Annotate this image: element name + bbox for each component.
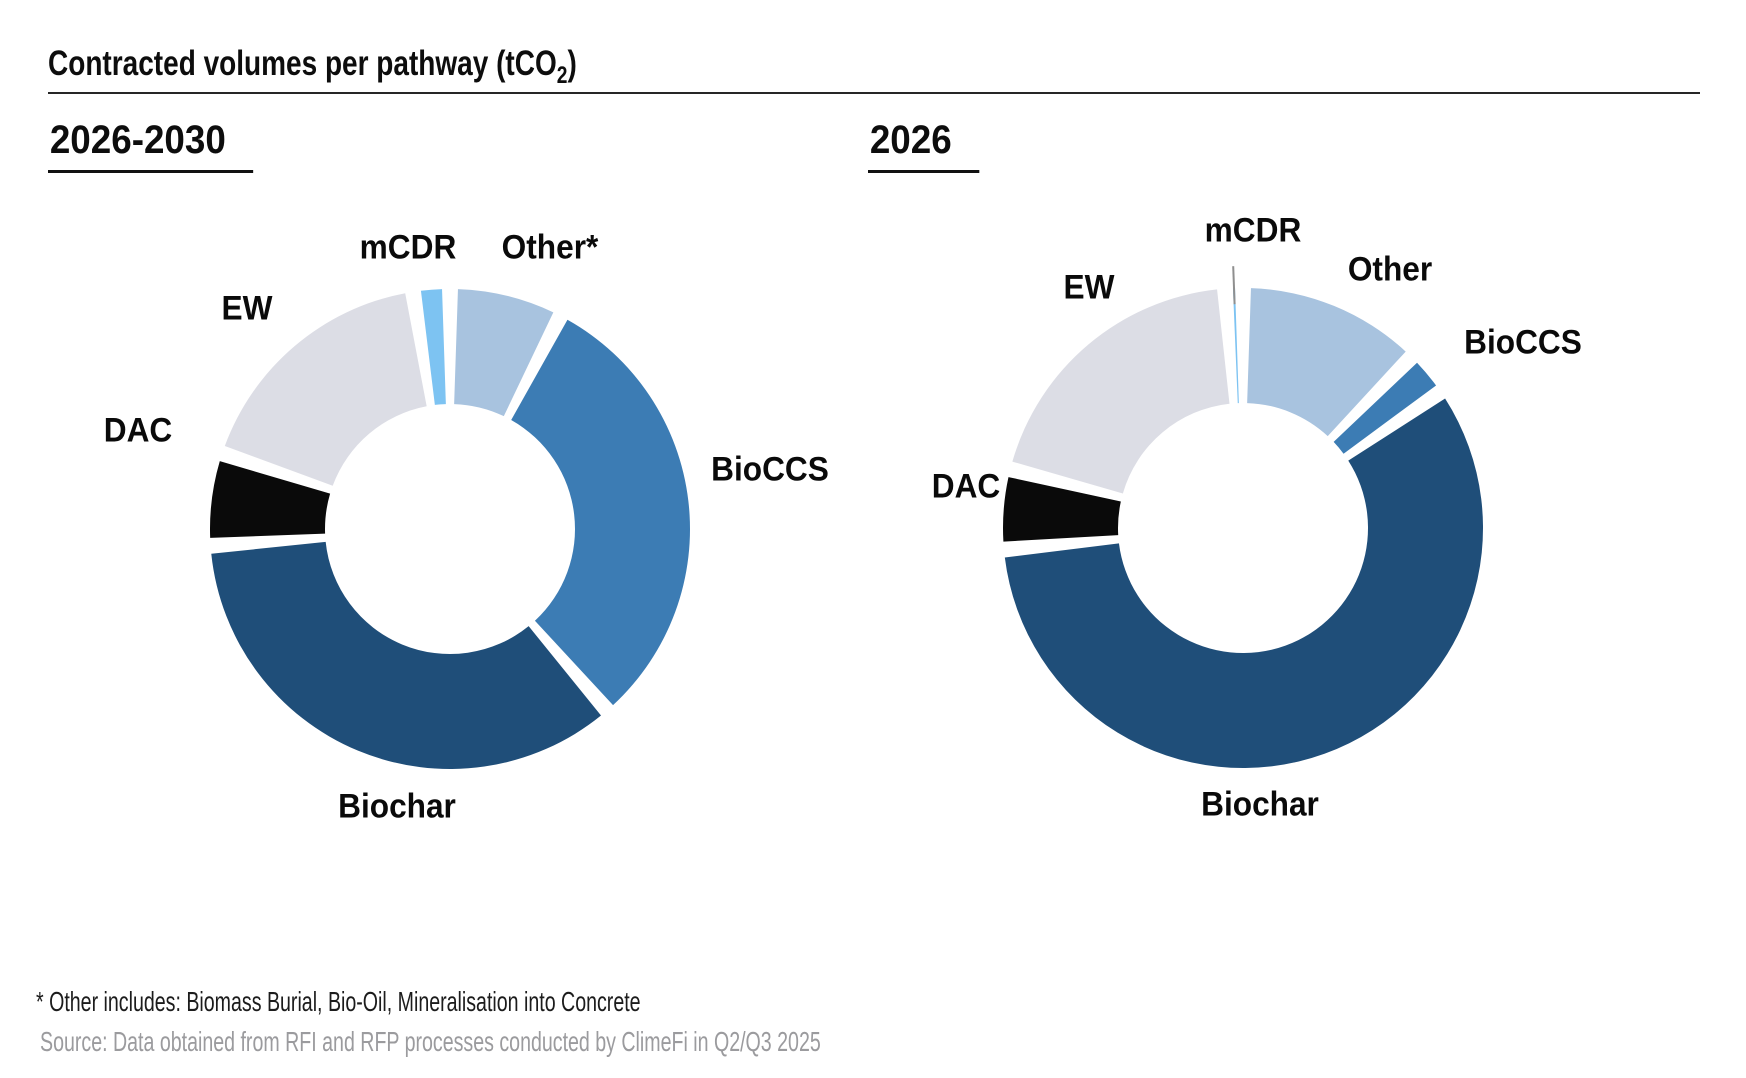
- period-header-2026: 2026: [868, 118, 980, 173]
- slice-2026-biochar: [1004, 398, 1484, 769]
- footnote-other-includes: * Other includes: Biomass Burial, Bio-Oi…: [36, 986, 641, 1017]
- page-title-suffix: ): [567, 44, 577, 83]
- title-rule: [48, 92, 1700, 94]
- period-header-2026-2030: 2026-2030: [48, 118, 254, 173]
- slice-2026-ew: [1012, 289, 1230, 494]
- slice-2026-2030-ew: [224, 293, 427, 486]
- slice-label-2026-2030-ew: EW: [221, 289, 273, 328]
- slice-2026-2030-other: [454, 289, 554, 417]
- slice-label-2026-2030-bioccs: BioCCS: [711, 450, 829, 489]
- slice-2026-bioccs: [1333, 362, 1437, 454]
- slice-2026-other: [1247, 288, 1406, 437]
- slice-label-2026-2030-dac: DAC: [103, 411, 173, 450]
- period-label: 2026: [868, 118, 980, 173]
- slice-2026-2030-biochar: [211, 541, 602, 770]
- slice-2026-2030-dac: [209, 461, 331, 538]
- slice-label-2026-2030-other: Other*: [501, 228, 599, 267]
- period-label: 2026-2030: [48, 118, 254, 173]
- slice-2026-mcdr: [1232, 288, 1239, 404]
- slice-label-2026-dac: DAC: [931, 467, 1001, 506]
- source-line: Source: Data obtained from RFI and RFP p…: [40, 1026, 821, 1057]
- slice-label-2026-2030-biochar: Biochar: [338, 787, 456, 826]
- slice-2026-2030-bioccs: [511, 319, 691, 706]
- slice-2026-dac: [1003, 477, 1121, 542]
- page-title-subscript: 2: [556, 62, 568, 89]
- slice-label-2026-bioccs: BioCCS: [1464, 323, 1582, 362]
- page-title: Contracted volumes per pathway (tCO2): [48, 44, 577, 88]
- slice-label-2026-ew: EW: [1063, 268, 1115, 307]
- slice-label-2026-biochar: Biochar: [1201, 785, 1319, 824]
- slice-2026-2030-mcdr: [420, 289, 446, 405]
- slice-label-2026-2030-mcdr: mCDR: [359, 228, 457, 267]
- slice-label-2026-mcdr: mCDR: [1204, 211, 1302, 250]
- page-title-text: Contracted volumes per pathway (tCO: [48, 44, 557, 83]
- leader-line-2026-mcdr: [1232, 266, 1236, 305]
- slice-label-2026-other: Other: [1347, 250, 1433, 289]
